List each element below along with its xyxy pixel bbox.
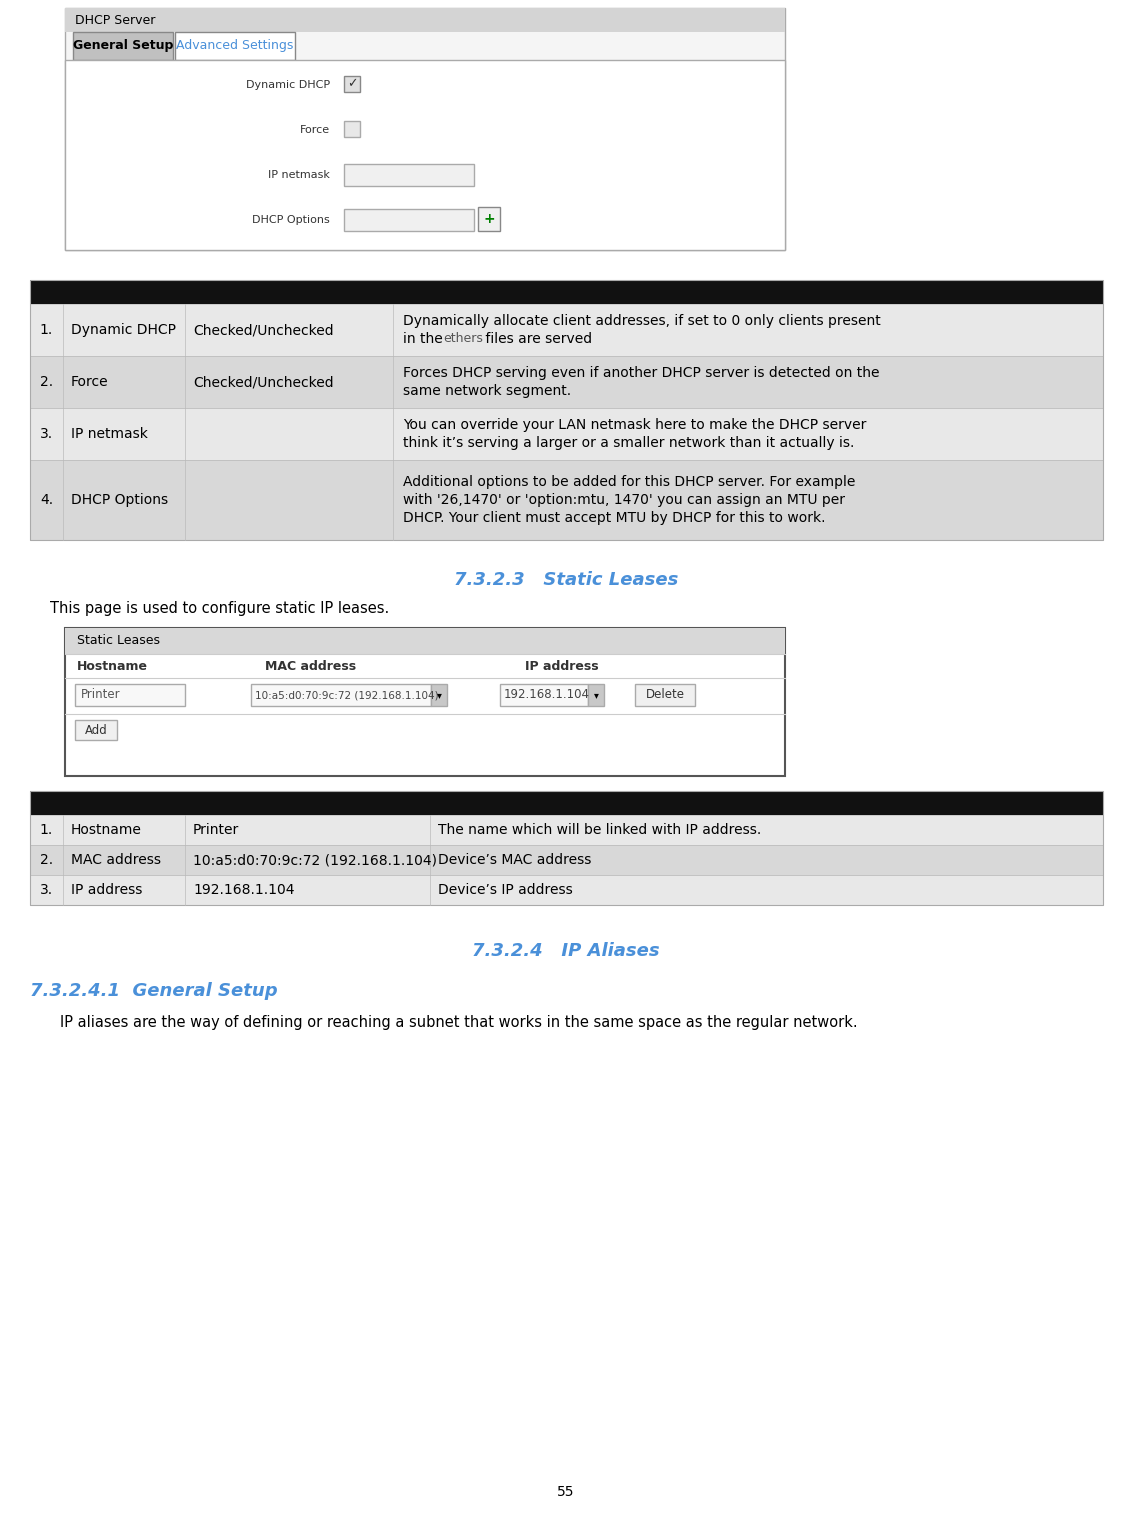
Bar	[29, 791, 1104, 816]
Text: Device’s MAC address: Device’s MAC address	[438, 853, 591, 867]
Text: +: +	[483, 212, 495, 225]
Text: 7.3.2.4   IP Aliases: 7.3.2.4 IP Aliases	[472, 943, 659, 961]
Text: Dynamically allocate client addresses, if set to 0 only clients present: Dynamically allocate client addresses, i…	[403, 315, 880, 328]
Text: Dynamic DHCP: Dynamic DHCP	[71, 322, 176, 337]
Text: MAC address: MAC address	[71, 853, 161, 867]
Text: Force: Force	[71, 375, 109, 389]
Bar	[344, 76, 360, 92]
Text: The name which will be linked with IP address.: The name which will be linked with IP ad…	[438, 823, 761, 837]
Text: 3.: 3.	[40, 427, 53, 440]
Text: DHCP Options: DHCP Options	[71, 493, 168, 507]
Text: 10:a5:d0:70:9c:72 (192.168.1.104): 10:a5:d0:70:9c:72 (192.168.1.104)	[255, 690, 438, 701]
Text: 1.: 1.	[40, 823, 53, 837]
Bar	[65, 628, 785, 776]
Text: 4.: 4.	[40, 493, 53, 507]
Text: 192.168.1.104: 192.168.1.104	[193, 884, 295, 897]
Text: 1.: 1.	[40, 322, 53, 337]
Text: in the: in the	[403, 331, 448, 346]
Bar	[478, 207, 500, 231]
Bar	[344, 121, 360, 138]
Bar	[29, 409, 1104, 460]
Text: DHCP. Your client must accept MTU by DHCP for this to work.: DHCP. Your client must accept MTU by DHC…	[403, 511, 826, 525]
Bar	[634, 684, 695, 707]
Bar	[75, 720, 117, 740]
Text: IP aliases are the way of defining or reaching a subnet that works in the same s: IP aliases are the way of defining or re…	[60, 1015, 858, 1030]
Bar	[65, 8, 785, 250]
Text: Dynamic DHCP: Dynamic DHCP	[246, 80, 330, 89]
Text: This page is used to configure static IP leases.: This page is used to configure static IP…	[50, 601, 390, 616]
Text: 3.: 3.	[40, 884, 53, 897]
Text: Hostname: Hostname	[71, 823, 142, 837]
Text: 192.168.1.104: 192.168.1.104	[504, 688, 590, 702]
Text: IP address: IP address	[525, 661, 598, 673]
Text: You can override your LAN netmask here to make the DHCP server: You can override your LAN netmask here t…	[403, 418, 867, 433]
Bar	[252, 684, 431, 707]
Text: 55: 55	[557, 1484, 574, 1499]
Text: Advanced Settings: Advanced Settings	[177, 39, 293, 53]
Text: Printer: Printer	[193, 823, 239, 837]
Text: Forces DHCP serving even if another DHCP server is detected on the: Forces DHCP serving even if another DHCP…	[403, 366, 879, 380]
Bar	[65, 61, 785, 250]
Bar	[65, 8, 785, 32]
Bar	[29, 460, 1104, 540]
Bar	[29, 875, 1104, 905]
Bar	[29, 280, 1104, 540]
Text: 2.: 2.	[40, 375, 53, 389]
Text: Force: Force	[300, 126, 330, 135]
Bar	[29, 280, 1104, 304]
Text: Delete: Delete	[646, 688, 684, 702]
Text: 7.3.2.4.1  General Setup: 7.3.2.4.1 General Setup	[29, 982, 278, 1000]
Text: Checked/Unchecked: Checked/Unchecked	[193, 375, 333, 389]
Text: ▾: ▾	[436, 690, 442, 701]
Text: Checked/Unchecked: Checked/Unchecked	[193, 322, 333, 337]
Text: ✓: ✓	[347, 77, 357, 91]
Bar	[174, 32, 295, 61]
Text: ▾: ▾	[594, 690, 598, 701]
Text: General Setup: General Setup	[73, 39, 173, 53]
Text: Device’s IP address: Device’s IP address	[438, 884, 573, 897]
Text: 7.3.2.3   Static Leases: 7.3.2.3 Static Leases	[454, 570, 679, 589]
Bar	[344, 163, 474, 186]
Bar	[29, 304, 1104, 356]
Text: 10:a5:d0:70:9c:72 (192.168.1.104): 10:a5:d0:70:9c:72 (192.168.1.104)	[193, 853, 437, 867]
Bar	[29, 791, 1104, 905]
Bar	[75, 684, 185, 707]
Text: Static Leases: Static Leases	[77, 634, 160, 648]
Text: Hostname: Hostname	[77, 661, 148, 673]
Text: 2.: 2.	[40, 853, 53, 867]
Text: Add: Add	[85, 723, 108, 737]
Bar	[29, 816, 1104, 844]
Bar	[500, 684, 588, 707]
Text: DHCP Options: DHCP Options	[253, 215, 330, 225]
Text: files are served: files are served	[482, 331, 593, 346]
Text: IP address: IP address	[71, 884, 143, 897]
Bar	[344, 209, 474, 231]
Bar	[431, 684, 448, 707]
Text: IP netmask: IP netmask	[269, 169, 330, 180]
Text: Additional options to be added for this DHCP server. For example: Additional options to be added for this …	[403, 475, 855, 489]
Text: think it’s serving a larger or a smaller network than it actually is.: think it’s serving a larger or a smaller…	[403, 436, 854, 449]
Text: MAC address: MAC address	[265, 661, 356, 673]
Bar	[65, 628, 785, 654]
Text: ethers: ethers	[444, 333, 484, 345]
Bar	[73, 32, 173, 61]
Bar	[29, 356, 1104, 409]
Text: with '26,1470' or 'option:mtu, 1470' you can assign an MTU per: with '26,1470' or 'option:mtu, 1470' you…	[403, 493, 845, 507]
Bar	[588, 684, 604, 707]
Text: IP netmask: IP netmask	[71, 427, 148, 440]
Text: same network segment.: same network segment.	[403, 384, 571, 398]
Bar	[29, 844, 1104, 875]
Text: DHCP Server: DHCP Server	[75, 14, 155, 27]
Text: Printer: Printer	[80, 688, 120, 702]
